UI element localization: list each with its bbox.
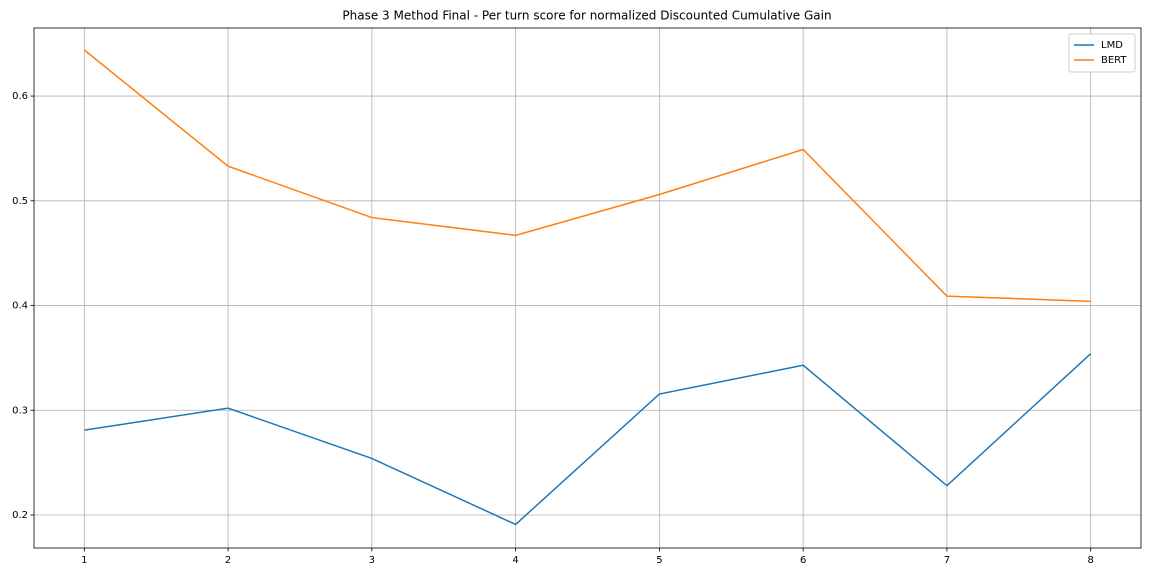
plot-frame [33,27,1142,549]
x-tick-label: 4 [512,555,518,566]
line-series [83,49,1091,303]
y-tick-label: 0.5 [12,196,28,207]
legend-label: LMD [1101,40,1123,51]
legend-label: BERT [1101,55,1127,66]
y-tick-label: 0.4 [12,301,28,312]
y-tick-label: 0.3 [12,405,28,416]
x-tick-label: 3 [369,555,375,566]
x-tick-label: 6 [800,555,806,566]
legend-box [1068,33,1136,73]
x-tick-label: 5 [656,555,662,566]
y-tick-label: 0.2 [12,510,28,521]
x-tick-label: 1 [81,555,87,566]
y-tick-label: 0.6 [12,91,28,102]
x-tick-label: 2 [225,555,231,566]
x-tick-label: 8 [1087,555,1093,566]
line-series [84,353,1092,526]
x-tick-label: 7 [944,555,950,566]
chart-title: Phase 3 Method Final - Per turn score fo… [342,9,831,23]
